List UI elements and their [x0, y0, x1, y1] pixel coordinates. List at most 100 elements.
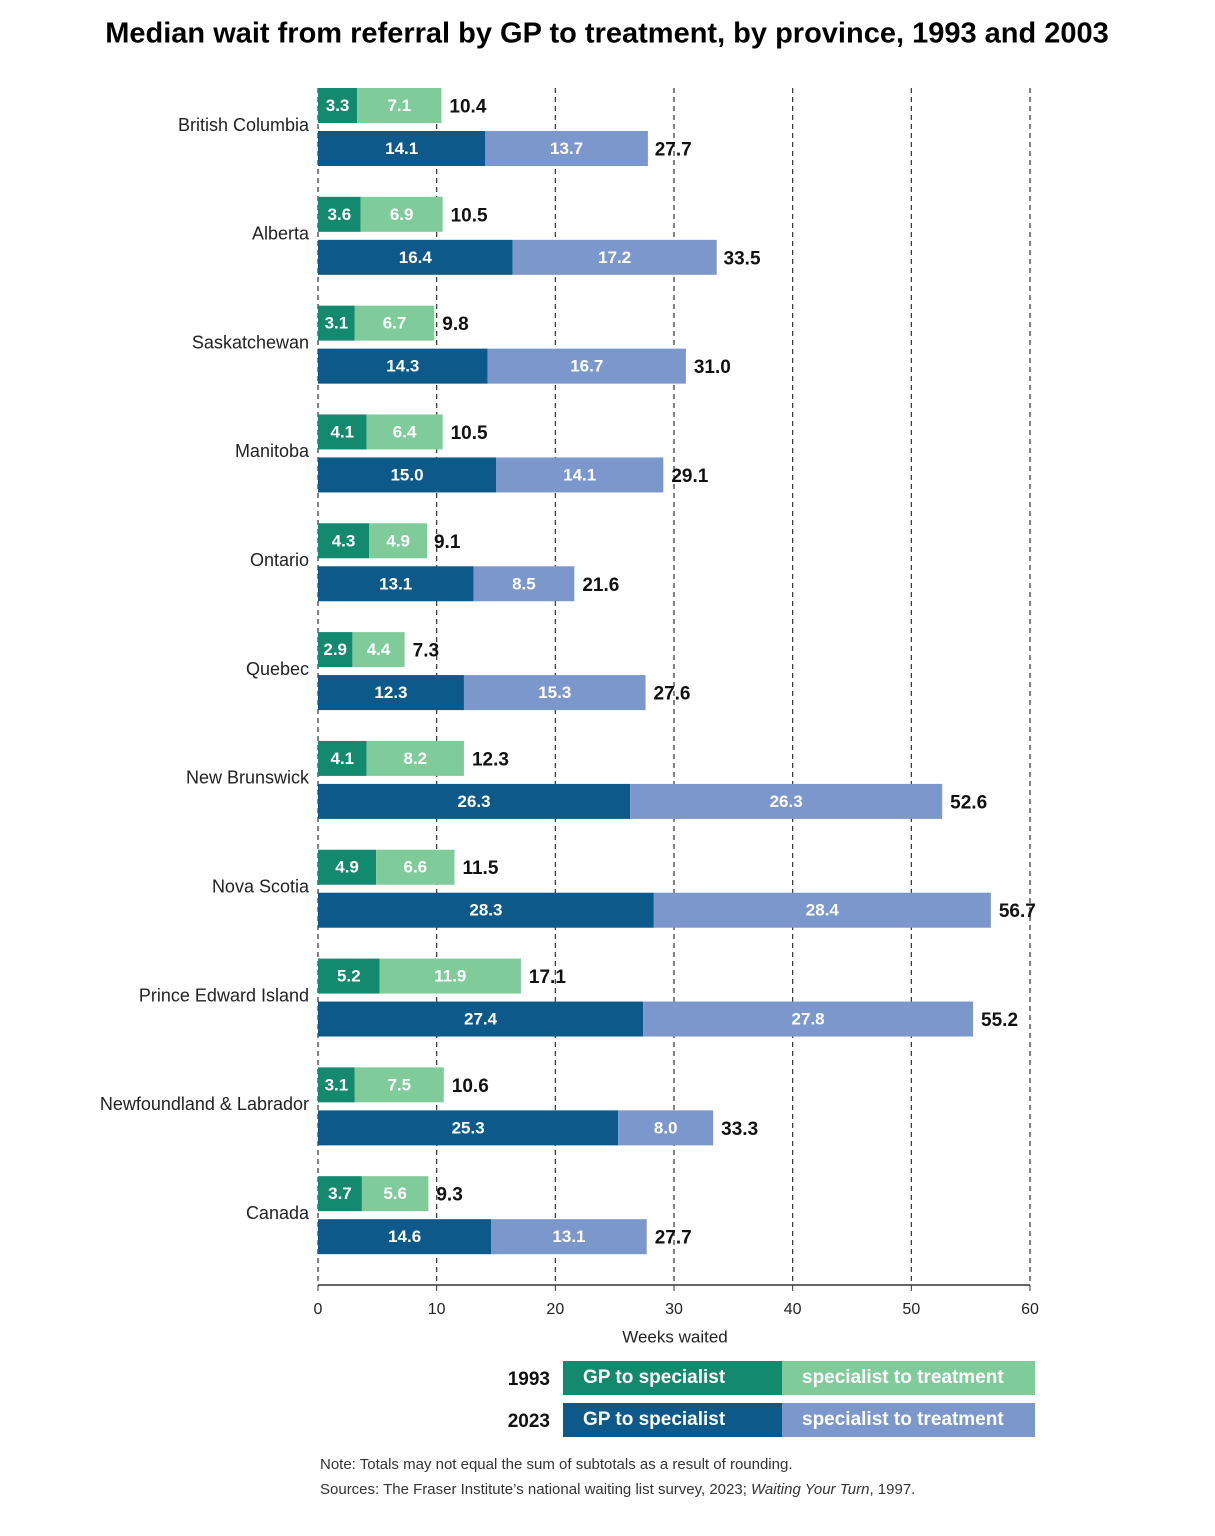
bar-label: 17.2 [598, 248, 631, 267]
bar-label: 28.3 [469, 901, 502, 920]
total-label: 27.6 [654, 684, 691, 705]
bar-segment [318, 305, 355, 341]
legend-swatch [782, 1361, 1035, 1395]
total-label: 33.3 [721, 1119, 758, 1140]
bar-segment [318, 457, 496, 493]
bar-label: 4.1 [331, 422, 355, 441]
y-tick-label: Prince Edward Island [139, 985, 309, 1005]
legend-group-label: 2023 [508, 1411, 550, 1432]
y-tick-label: British Columbia [178, 115, 310, 135]
bar-segment [318, 1001, 644, 1037]
bar-label: 8.0 [654, 1118, 678, 1137]
legend-swatch [563, 1403, 782, 1437]
bar-label: 12.3 [374, 683, 407, 702]
bar-label: 13.1 [552, 1227, 585, 1246]
bar-label: 14.3 [386, 357, 419, 376]
bar-segment [318, 131, 486, 166]
bar-segment [618, 1110, 714, 1146]
total-label: 27.7 [655, 1228, 692, 1249]
total-label: 17.1 [529, 967, 566, 988]
y-tick-label: New Brunswick [186, 768, 310, 788]
bar-segment [496, 457, 664, 493]
y-tick-label: Canada [246, 1203, 310, 1223]
bar-segment [352, 632, 405, 668]
bar-label: 7.1 [387, 96, 411, 115]
bar-segment [318, 740, 367, 776]
bar-label: 26.3 [457, 792, 490, 811]
bar-label: 15.3 [538, 683, 571, 702]
sources-title: Waiting Your Turn [751, 1481, 869, 1498]
legend-label: specialist to treatment [802, 1409, 1004, 1430]
bar-label: 7.5 [387, 1075, 411, 1094]
bar-label: 14.1 [563, 465, 596, 484]
total-label: 55.2 [981, 1010, 1018, 1031]
bar-label: 16.7 [570, 357, 603, 376]
bar-segment [360, 196, 443, 232]
sources-text: Sources: The Fraser Institute’s national… [320, 1481, 751, 1498]
total-label: 11.5 [462, 858, 498, 879]
bar-label: 11.9 [434, 967, 466, 986]
x-axis-label: Weeks waited [622, 1327, 728, 1346]
x-tick-label: 50 [902, 1301, 920, 1318]
bar-segment [485, 131, 648, 166]
legend-swatch [563, 1361, 782, 1395]
bar-label: 3.7 [328, 1184, 352, 1203]
bar-segment [318, 88, 358, 123]
total-label: 9.1 [434, 532, 461, 553]
bar-label: 27.4 [464, 1010, 498, 1029]
bar-segment [318, 239, 513, 275]
legend-group-label: 1993 [508, 1369, 550, 1390]
bar-segment [630, 783, 943, 819]
bar-segment [318, 675, 464, 711]
x-tick-label: 0 [314, 1301, 323, 1318]
bar-label: 14.6 [388, 1227, 421, 1246]
sources-text: , 1997. [869, 1481, 915, 1498]
bar-segment [653, 892, 991, 928]
bar-label: 6.9 [390, 205, 414, 224]
bar-label: 4.1 [331, 749, 355, 768]
total-label: 7.3 [413, 641, 439, 662]
bar-segment [487, 348, 686, 384]
bar-label: 15.0 [390, 465, 423, 484]
bar-segment [318, 523, 370, 559]
bar-label: 13.7 [550, 139, 583, 158]
total-label: 10.5 [451, 423, 488, 444]
bar-label: 14.1 [385, 139, 418, 158]
bar-label: 3.3 [326, 96, 350, 115]
x-tick-label: 20 [546, 1301, 564, 1318]
total-label: 10.6 [452, 1076, 489, 1097]
bar-label: 5.6 [383, 1184, 407, 1203]
total-label: 56.7 [999, 901, 1036, 922]
bar-label: 6.7 [383, 314, 407, 333]
bar-segment [318, 958, 380, 994]
bar-segment [318, 1110, 619, 1146]
total-label: 27.7 [655, 140, 692, 161]
bar-segment [318, 1067, 355, 1103]
y-tick-label: Saskatchewan [192, 332, 309, 352]
bar-segment [318, 783, 631, 819]
bar-label: 26.3 [770, 792, 803, 811]
bar-segment [318, 1219, 492, 1255]
bar-label: 2.9 [323, 640, 347, 659]
x-tick-label: 40 [784, 1301, 802, 1318]
sources: Sources: The Fraser Institute’s national… [320, 1481, 915, 1498]
x-tick-label: 60 [1021, 1301, 1039, 1318]
total-label: 31.0 [694, 357, 731, 378]
bar-label: 8.2 [403, 749, 427, 768]
total-label: 33.5 [724, 248, 761, 269]
bar-label: 8.5 [512, 574, 536, 593]
bar-segment [318, 196, 361, 232]
legend-label: specialist to treatment [802, 1367, 1004, 1388]
y-tick-label: Alberta [252, 224, 310, 244]
bar-segment [379, 958, 521, 994]
bar-segment [318, 1176, 362, 1212]
bar-label: 25.3 [452, 1118, 485, 1137]
legend-label: GP to specialist [583, 1367, 726, 1388]
bar-segment [318, 348, 488, 384]
bar-segment [318, 849, 377, 885]
total-label: 10.4 [449, 97, 486, 118]
total-label: 21.6 [582, 575, 619, 596]
note: Note: Totals may not equal the sum of su… [320, 1456, 793, 1473]
